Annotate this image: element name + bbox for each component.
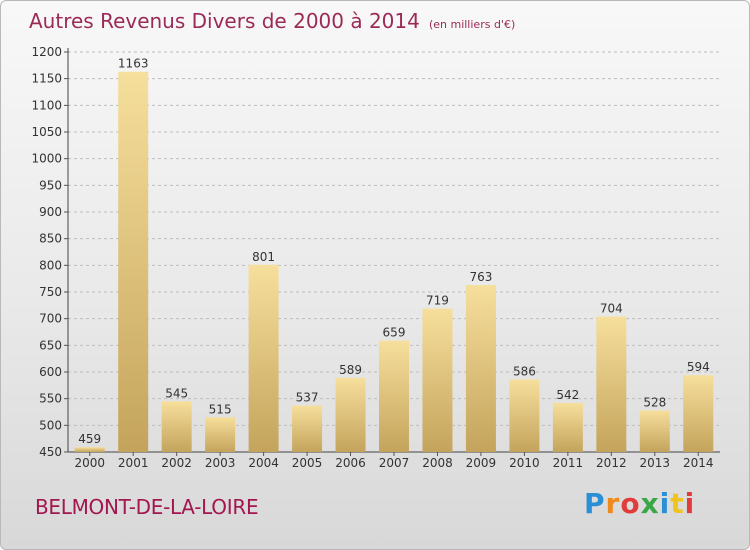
bar	[465, 285, 496, 452]
data-label: 719	[426, 294, 449, 308]
data-label: 545	[165, 386, 188, 400]
x-tick-label: 2011	[553, 456, 584, 470]
y-tick-label: 550	[39, 392, 62, 406]
x-tick-label: 2010	[509, 456, 540, 470]
y-tick-label: 1150	[31, 72, 62, 86]
x-tick-label: 2005	[292, 456, 323, 470]
logo-letter: P	[584, 487, 606, 520]
data-label: 586	[513, 364, 536, 378]
data-label: 589	[339, 363, 362, 377]
y-tick-label: 750	[39, 285, 62, 299]
bar	[161, 401, 192, 452]
x-tick-label: 2012	[596, 456, 627, 470]
y-tick-label: 500	[39, 418, 62, 432]
bar	[422, 308, 453, 452]
y-tick-label: 950	[39, 178, 62, 192]
bar	[596, 316, 627, 452]
data-label: 542	[556, 388, 579, 402]
logo-letter: r	[605, 487, 621, 520]
y-tick-label: 600	[39, 365, 62, 379]
data-label: 704	[600, 302, 623, 316]
data-label: 537	[296, 391, 319, 405]
y-tick-label: 1200	[31, 45, 62, 59]
x-tick-label: 2013	[640, 456, 671, 470]
x-tick-label: 2008	[422, 456, 453, 470]
bar	[639, 410, 670, 452]
bar	[552, 402, 583, 452]
proxiti-logo: Proxiti	[584, 487, 695, 520]
data-label: 459	[78, 432, 101, 446]
data-label: 801	[252, 250, 275, 264]
x-tick-label: 2002	[161, 456, 192, 470]
y-tick-label: 850	[39, 232, 62, 246]
bar	[205, 417, 236, 452]
place-name: BELMONT-DE-LA-LOIRE	[35, 495, 259, 519]
bar	[683, 375, 714, 452]
y-tick-label: 900	[39, 205, 62, 219]
chart-title: Autres Revenus Divers de 2000 à 2014 (en…	[29, 9, 515, 33]
data-label: 594	[687, 360, 710, 374]
data-label: 763	[469, 270, 492, 284]
x-tick-label: 2004	[248, 456, 279, 470]
data-label: 1163	[118, 57, 149, 71]
y-tick-label: 450	[39, 445, 62, 459]
y-tick-label: 1100	[31, 98, 62, 112]
x-tick-label: 2001	[118, 456, 149, 470]
y-tick-label: 700	[39, 312, 62, 326]
logo-letter: o	[620, 487, 641, 520]
bar	[248, 264, 279, 452]
chart-title-main: Autres Revenus Divers de 2000 à 2014	[29, 9, 420, 33]
bar	[509, 379, 540, 452]
bar	[292, 405, 323, 452]
y-tick-label: 1000	[31, 152, 62, 166]
data-label: 515	[209, 402, 232, 416]
y-tick-label: 800	[39, 258, 62, 272]
bar	[74, 447, 105, 452]
data-label: 528	[643, 395, 666, 409]
x-tick-label: 2014	[683, 456, 714, 470]
logo-letter: i	[684, 487, 696, 520]
x-tick-label: 2000	[74, 456, 105, 470]
logo-letter: i	[659, 487, 671, 520]
x-tick-label: 2003	[205, 456, 236, 470]
y-tick-label: 650	[39, 338, 62, 352]
y-tick-label: 1050	[31, 125, 62, 139]
x-tick-label: 2007	[379, 456, 410, 470]
logo-letter: t	[670, 487, 685, 520]
logo-letter: x	[640, 487, 660, 520]
bar	[379, 340, 409, 452]
chart-title-unit: (en milliers d'€)	[428, 18, 516, 31]
bar	[118, 71, 149, 452]
data-label: 659	[383, 326, 406, 340]
bar	[335, 377, 366, 452]
x-tick-label: 2009	[466, 456, 497, 470]
x-tick-label: 2006	[335, 456, 366, 470]
